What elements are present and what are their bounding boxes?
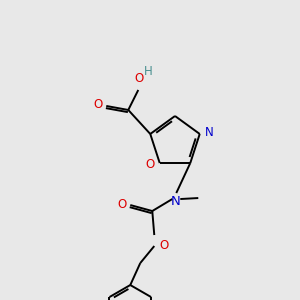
Text: O: O	[93, 98, 102, 112]
Text: N: N	[205, 127, 214, 140]
Text: O: O	[117, 197, 126, 211]
Text: O: O	[159, 239, 169, 252]
Text: H: H	[144, 65, 153, 78]
Text: O: O	[135, 72, 144, 85]
Text: N: N	[170, 195, 180, 208]
Text: O: O	[146, 158, 155, 170]
